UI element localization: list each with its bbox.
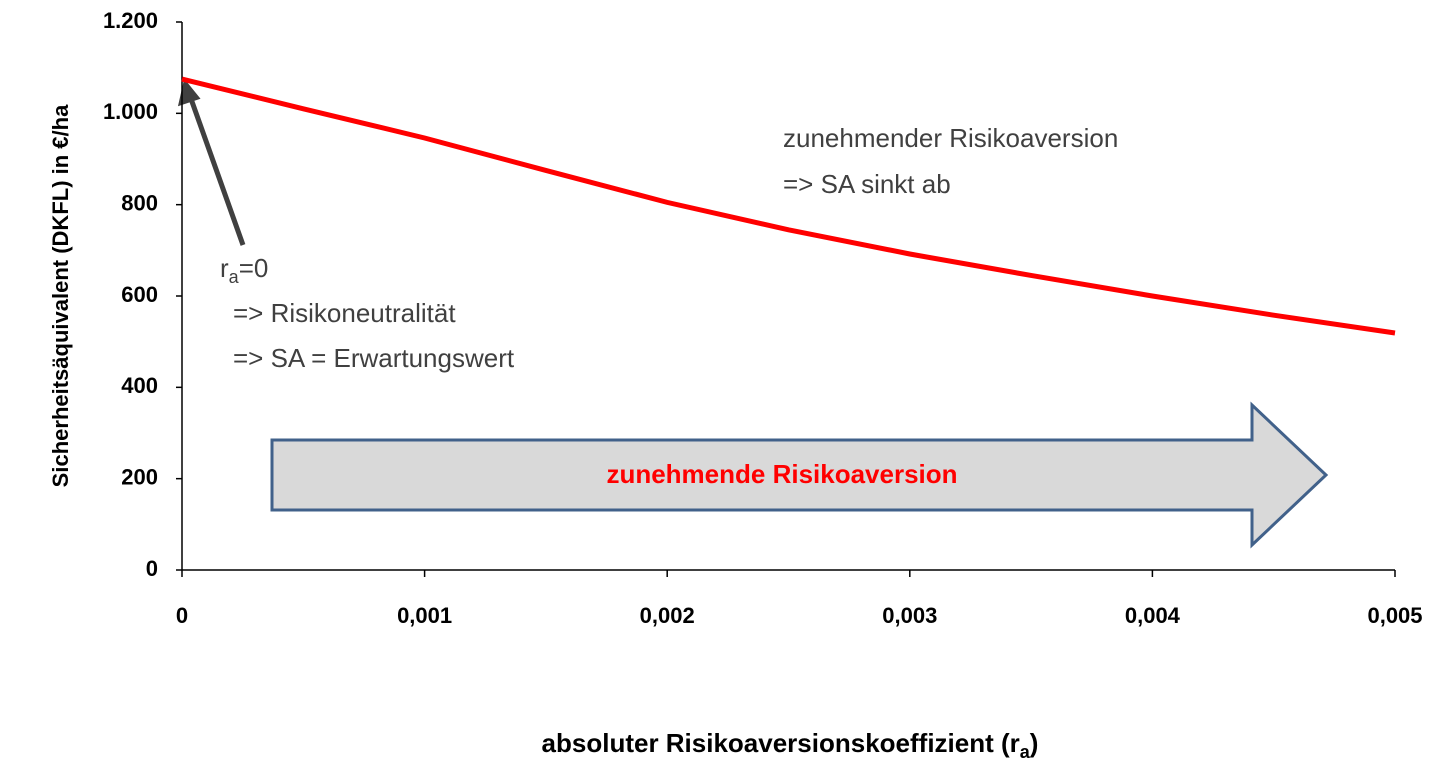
y-tick-label: 600 <box>121 282 158 307</box>
x-tick-label: 0,003 <box>882 603 937 628</box>
x-tick-label: 0,001 <box>397 603 452 628</box>
y-tick-label: 1.200 <box>103 8 158 33</box>
x-axis-label: absoluter Risikoaversionskoeffizient (ra… <box>542 728 1039 762</box>
y-tick-label: 0 <box>146 556 158 581</box>
y-tick-label: 200 <box>121 464 158 489</box>
x-tick-label: 0,005 <box>1367 603 1422 628</box>
pointer-line <box>187 95 246 246</box>
y-tick-label: 800 <box>121 190 158 215</box>
y-tick-label: 1.000 <box>103 99 158 124</box>
y-axis-label: Sicherheitsäquivalent (DKFL) in €/ha <box>48 104 73 487</box>
arrow-label: zunehmende Risikoaversion <box>606 459 957 489</box>
x-tick-label: 0,004 <box>1125 603 1181 628</box>
annotation: => SA sinkt ab <box>783 169 951 199</box>
annotation: => Risikoneutralität <box>233 298 456 328</box>
annotation: => SA = Erwartungswert <box>233 343 515 373</box>
direction-arrow <box>270 401 1329 549</box>
annotation: ra=0 <box>220 253 268 287</box>
annotation: zunehmender Risikoaversion <box>783 123 1118 153</box>
y-tick-label: 400 <box>121 373 158 398</box>
x-tick-label: 0,002 <box>640 603 695 628</box>
line <box>181 76 1396 336</box>
x-tick-label: 0 <box>176 603 188 628</box>
